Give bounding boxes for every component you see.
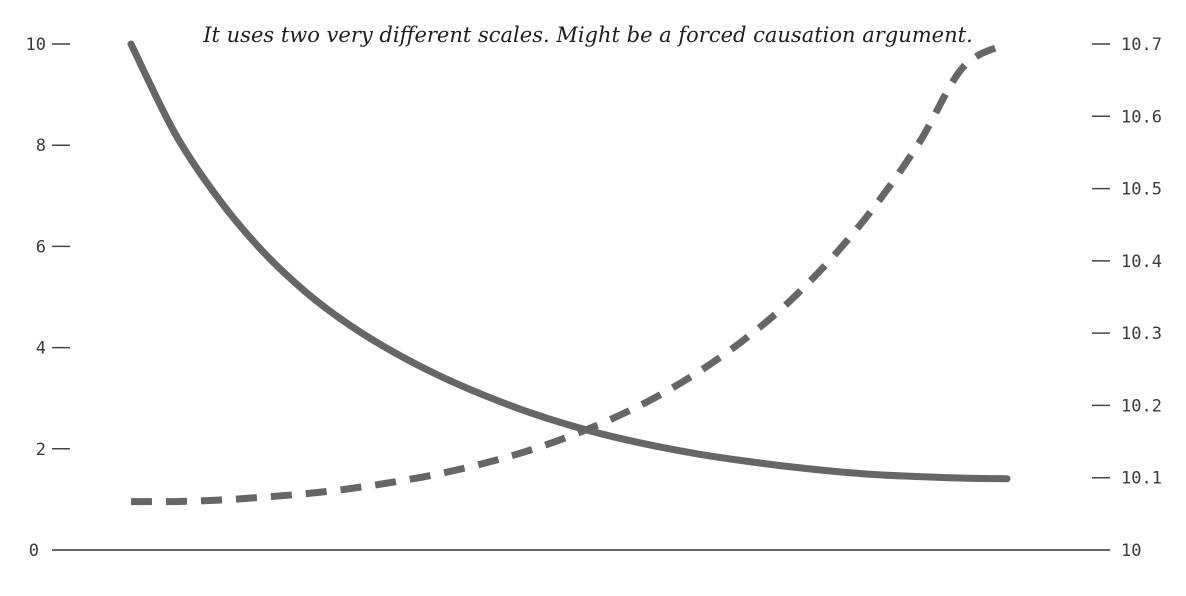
right-axis: 10 10.1 10.2 10.3 10.4 10.5 10.6 10.7 [1092, 35, 1162, 561]
left-tick-label: 6 [36, 237, 46, 257]
series-layer [127, 40, 1011, 506]
left-tick-label: 10 [26, 35, 46, 55]
right-tick-label: 10.5 [1121, 180, 1162, 200]
left-tick-label: 4 [36, 339, 46, 359]
dashed-series-line [130, 40, 1009, 506]
right-tick-label: 10 [1121, 541, 1141, 561]
chart-title: It uses two very different scales. Might… [202, 23, 973, 47]
right-tick-label: 10.7 [1121, 35, 1162, 55]
left-tick-label: 8 [36, 136, 46, 156]
left-tick-label: 0 [29, 541, 39, 561]
right-tick-label: 10.3 [1121, 324, 1162, 344]
right-tick-label: 10.6 [1121, 107, 1162, 127]
right-tick-label: 10.2 [1121, 396, 1162, 416]
left-axis: 0 2 4 6 8 10 [26, 35, 70, 561]
left-tick-label: 2 [36, 440, 46, 460]
right-tick-label: 10.1 [1121, 469, 1162, 489]
right-tick-label: 10.4 [1121, 252, 1162, 272]
solid-series-line [127, 40, 1011, 483]
